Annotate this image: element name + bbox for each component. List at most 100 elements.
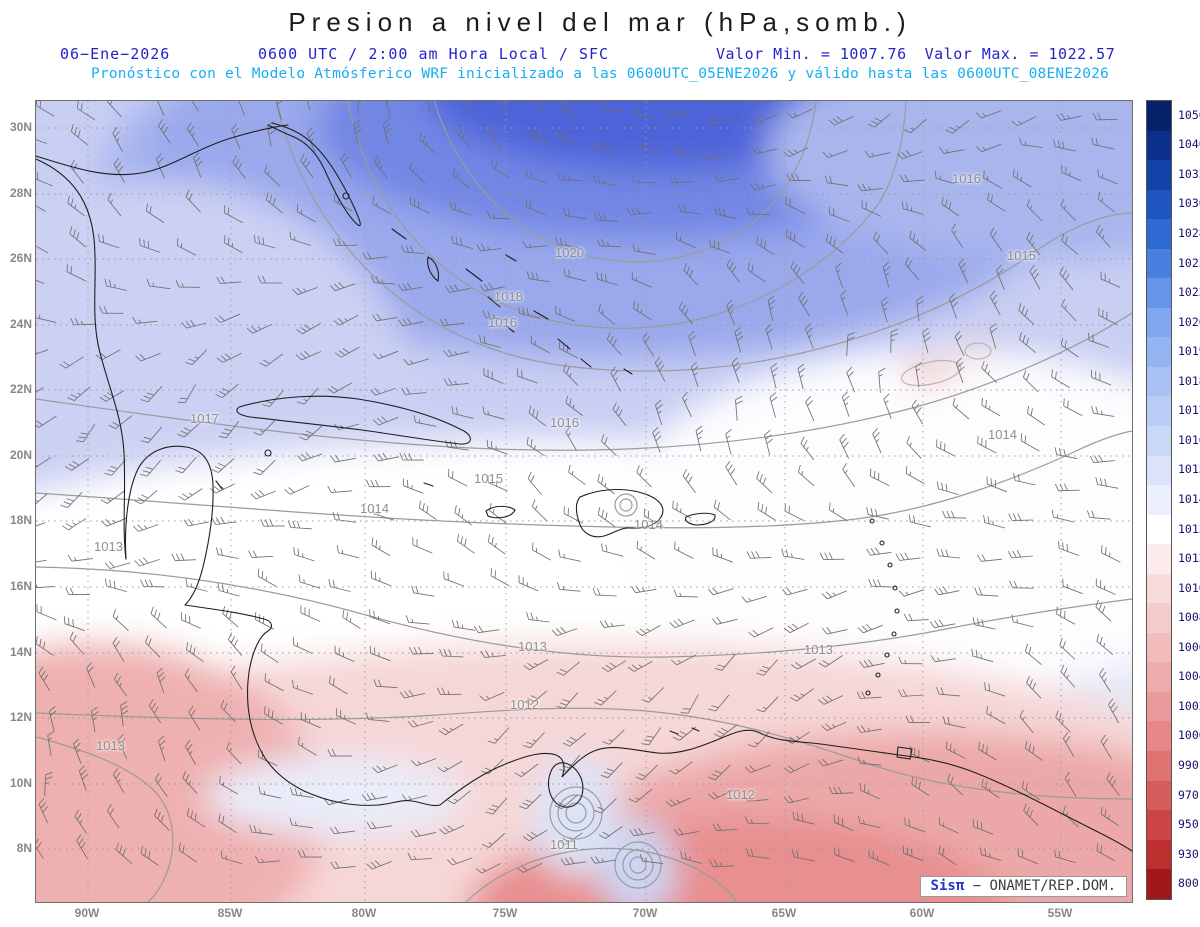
run-info-label: 0600 UTC / 2:00 am Hora Local / SFC xyxy=(258,45,610,63)
contour-label: 1013 xyxy=(804,642,833,657)
contour-label: 1011 xyxy=(550,837,578,852)
colorbar-cell xyxy=(1147,219,1171,249)
colorbar-tick-label: 800 xyxy=(1178,876,1199,891)
contour-label: 1015 xyxy=(474,471,503,486)
colorbar-tick-label: 1017 xyxy=(1178,403,1200,418)
lon-tick-label: 90W xyxy=(74,906,100,920)
contour-label: 1016 xyxy=(488,315,517,330)
colorbar-tick-label: 1030 xyxy=(1178,196,1200,211)
lat-tick-label: 26N xyxy=(9,251,32,265)
colorbar-tick-label: 1018 xyxy=(1178,373,1200,388)
contour-label: 1014 xyxy=(360,501,389,516)
contour-label: 1013 xyxy=(518,639,547,654)
lat-tick-label: 16N xyxy=(9,579,32,593)
colorbar-tick-label: 1015 xyxy=(1178,462,1200,477)
colorbar-tick-label: 1006 xyxy=(1178,639,1200,654)
colorbar-cell xyxy=(1147,780,1171,811)
max-value-label: Valor Max. = 1022.57 xyxy=(924,45,1116,63)
colorbar-tick-label: 1019 xyxy=(1178,344,1200,359)
colorbar-cell xyxy=(1147,130,1171,161)
model-info-label: Pronóstico con el Modelo Atmósferico WRF… xyxy=(91,66,1109,82)
contour-label: 1018 xyxy=(494,289,523,304)
map-canvas xyxy=(36,101,1132,902)
contour-label: 1020 xyxy=(555,245,584,260)
lat-tick-label: 30N xyxy=(9,120,32,134)
colorbar-tick-label: 1050 xyxy=(1178,107,1200,122)
lon-tick-label: 80W xyxy=(351,906,377,920)
contour-label: 1016 xyxy=(550,415,579,430)
colorbar-tick-label: 1013 xyxy=(1178,521,1200,536)
colorbar-cell xyxy=(1147,189,1171,220)
colorbar-tick-label: 1012 xyxy=(1178,551,1200,566)
colorbar-tick-label: 1010 xyxy=(1178,580,1200,595)
min-value-label: Valor Min. = 1007.76 xyxy=(716,45,907,63)
lat-tick-label: 20N xyxy=(9,448,32,462)
colorbar-cell xyxy=(1147,307,1171,338)
lat-tick-label: 24N xyxy=(9,317,32,331)
colorbar-tick-label: 1035 xyxy=(1178,166,1200,181)
map-area: 1016 1015 1020 1018 1016 1017 1016 1015 1014 1014… xyxy=(35,100,1133,903)
minmax-labels: Valor Min. = 1007.76 Valor Max. = 1022.57 xyxy=(716,45,1115,63)
colorbar-tick-label: 950 xyxy=(1178,817,1199,832)
colorbar xyxy=(1146,100,1172,900)
colorbar-cell xyxy=(1147,337,1171,367)
colorbar-tick-label: 930 xyxy=(1178,846,1199,861)
colorbar-cell xyxy=(1147,455,1171,486)
colorbar-tick-label: 1000 xyxy=(1178,728,1200,743)
credit-brand: Sisπ xyxy=(930,878,965,894)
wind-barbs xyxy=(36,101,1121,874)
lat-tick-label: 10N xyxy=(9,776,32,790)
contour-label: 1012 xyxy=(726,787,755,802)
contour-label: 1014 xyxy=(634,517,663,532)
lon-tick-label: 55W xyxy=(1047,906,1073,920)
credit-box: Sisπ − ONAMET/REP.DOM. xyxy=(919,876,1127,897)
colorbar-tick-label: 1016 xyxy=(1178,432,1200,447)
page-title: Presion a nivel del mar (hPa,somb.) xyxy=(288,7,912,37)
lon-tick-label: 65W xyxy=(771,906,797,920)
colorbar-cell xyxy=(1147,573,1171,604)
colorbar-cell xyxy=(1147,632,1171,663)
lat-tick-label: 12N xyxy=(9,710,32,724)
contour-lines xyxy=(36,101,1132,902)
colorbar-tick-label: 990 xyxy=(1178,758,1199,772)
lat-tick-label: 8N xyxy=(16,841,32,855)
colorbar-cell xyxy=(1147,160,1171,190)
colorbar-cell xyxy=(1147,751,1171,781)
colorbar-cell xyxy=(1147,603,1171,633)
lon-tick-label: 60W xyxy=(909,906,935,920)
colorbar-cell xyxy=(1147,101,1171,131)
header-info-row: 06−Ene−2026 0600 UTC / 2:00 am Hora Loca… xyxy=(0,45,1200,65)
lon-tick-label: 70W xyxy=(632,906,658,920)
date-label: 06−Ene−2026 xyxy=(60,45,171,63)
lat-tick-label: 18N xyxy=(9,513,32,527)
colorbar-cell xyxy=(1147,426,1171,456)
coastlines xyxy=(36,122,1132,852)
colorbar-tick-label: 970 xyxy=(1178,787,1199,802)
contour-label: 1014 xyxy=(988,427,1017,442)
contour-label: 1016 xyxy=(952,171,981,186)
colorbar-cell xyxy=(1147,278,1171,308)
colorbar-tick-label: 1002 xyxy=(1178,698,1200,713)
colorbar-tick-label: 1022 xyxy=(1178,285,1200,300)
colorbar-cell xyxy=(1147,396,1171,427)
colorbar-tick-label: 1014 xyxy=(1178,492,1200,506)
contour-label: 1013 xyxy=(96,738,125,753)
colorbar-cell xyxy=(1147,869,1171,899)
colorbar-cell xyxy=(1147,514,1171,545)
lon-tick-label: 85W xyxy=(217,906,243,920)
colorbar-cell xyxy=(1147,691,1171,722)
colorbar-cell xyxy=(1147,810,1171,840)
lat-tick-label: 14N xyxy=(9,645,32,659)
lon-tick-label: 75W xyxy=(492,906,518,920)
contour-label: 1012 xyxy=(510,697,539,712)
colorbar-cell xyxy=(1147,366,1171,397)
colorbar-cell xyxy=(1147,248,1171,279)
pressure-field xyxy=(36,101,1132,902)
credit-text: − ONAMET/REP.DOM. xyxy=(972,878,1116,894)
lat-tick-label: 28N xyxy=(9,186,32,200)
colorbar-tick-label: 1025 xyxy=(1178,255,1200,270)
contour-label: 1013 xyxy=(94,539,123,554)
colorbar-cell xyxy=(1147,544,1171,574)
colorbar-tick-label: 1008 xyxy=(1178,610,1200,625)
